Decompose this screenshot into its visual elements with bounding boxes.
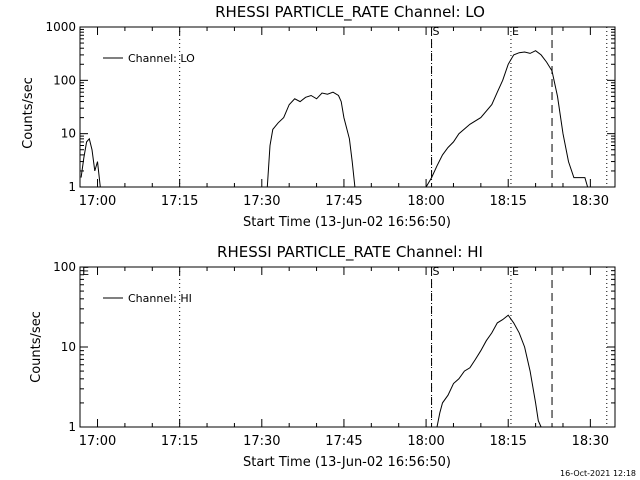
- lo-x-axis-label: Start Time (13-Jun-02 16:56:50): [243, 215, 451, 230]
- lo-y-axis-label: Counts/sec: [21, 77, 36, 149]
- footer-timestamp: 16-Oct-2021 12:18: [560, 469, 636, 478]
- lo-rate-series-line: [266, 91, 356, 188]
- hi-x-tick-label: 17:45: [325, 434, 362, 449]
- lo-marker-label-s: S: [433, 25, 440, 38]
- lo-rate-series-line: [425, 50, 589, 188]
- hi-channel-panel: RHESSI PARTICLE_RATE Channel: HI Counts/…: [29, 243, 616, 470]
- lo-x-tick-label: 18:00: [407, 194, 444, 209]
- hi-x-tick-label: 18:15: [489, 434, 526, 449]
- lo-rate-series-line: [80, 137, 101, 188]
- lo-x-tick-label: 17:30: [243, 194, 280, 209]
- hi-y-tick-label: 1: [68, 420, 76, 434]
- lo-channel-panel: RHESSI PARTICLE_RATE Channel: LO Counts/…: [21, 3, 616, 230]
- hi-x-tick-label: 17:15: [161, 434, 198, 449]
- hi-marker-label-e: E: [512, 265, 519, 278]
- lo-x-tick-label: 17:45: [325, 194, 362, 209]
- lo-x-tick-label: 17:00: [79, 194, 116, 209]
- hi-chart-title: RHESSI PARTICLE_RATE Channel: HI: [217, 243, 483, 262]
- lo-y-tick-label: 10: [61, 127, 76, 141]
- hi-x-tick-label: 18:00: [407, 434, 444, 449]
- hi-plot-frame: [79, 266, 616, 428]
- lo-y-tick-label: 1000: [45, 20, 76, 34]
- lo-chart-title: RHESSI PARTICLE_RATE Channel: LO: [215, 3, 485, 22]
- lo-x-tick-label: 18:15: [489, 194, 526, 209]
- hi-x-tick-label: 17:00: [79, 434, 116, 449]
- hi-x-axis-label: Start Time (13-Jun-02 16:56:50): [243, 455, 451, 470]
- lo-y-tick-label: 1: [68, 180, 76, 194]
- hi-x-tick-label: 17:30: [243, 434, 280, 449]
- hi-y-axis-label: Counts/sec: [29, 311, 44, 383]
- lo-x-tick-label: 18:30: [572, 194, 609, 209]
- hi-legend-label: Channel: HI: [128, 292, 192, 305]
- lo-y-tick-label: 100: [53, 73, 76, 87]
- hi-y-tick-label: 100: [53, 260, 76, 274]
- hi-rate-series-line: [436, 314, 542, 428]
- hi-marker-label-s: S: [433, 265, 440, 278]
- lo-plot-frame: [79, 26, 616, 188]
- hi-marker-label-e: E: [82, 265, 89, 278]
- lo-legend-label: Channel: LO: [128, 52, 195, 65]
- hi-y-tick-label: 10: [61, 340, 76, 354]
- hi-x-tick-label: 18:30: [572, 434, 609, 449]
- lo-marker-label-e: E: [512, 25, 519, 38]
- lo-x-tick-label: 17:15: [161, 194, 198, 209]
